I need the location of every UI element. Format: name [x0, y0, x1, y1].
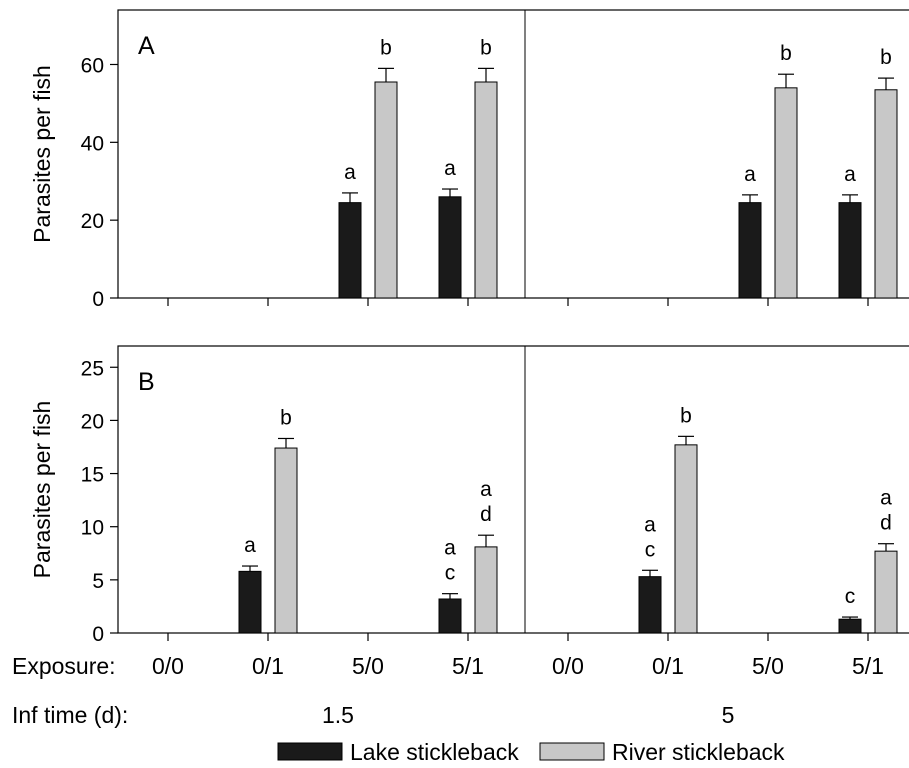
exposure-category-label: 5/1	[452, 653, 484, 679]
bar	[438, 598, 462, 634]
significance-letter: a	[444, 537, 456, 560]
bar	[274, 447, 298, 634]
bar	[474, 546, 498, 634]
y-tick-label: 20	[81, 410, 104, 433]
bar	[374, 81, 398, 299]
bar	[774, 87, 798, 299]
exposure-category-label: 5/1	[852, 653, 884, 679]
significance-letter: b	[880, 46, 892, 69]
bar	[438, 196, 462, 299]
significance-letter: a	[844, 163, 856, 186]
y-axis-label: Parasites per fish	[29, 401, 55, 579]
exposure-label: Exposure:	[12, 653, 116, 679]
exposure-category-label: 0/0	[152, 653, 184, 679]
y-tick-label: 25	[81, 357, 104, 380]
legend-swatch-river	[539, 742, 605, 761]
y-tick-label: 15	[81, 464, 104, 487]
exposure-row: 0/0 0/1 5/0 5/1 0/0 0/1 5/0 5/1	[152, 653, 884, 679]
bar	[874, 89, 898, 299]
significance-letter: b	[680, 404, 692, 427]
exposure-category-label: 5/0	[352, 653, 384, 679]
inf-time-value-2: 5	[722, 702, 735, 728]
legend-label-river: River stickleback	[612, 739, 785, 765]
y-tick-label: 10	[81, 517, 104, 540]
significance-letter: c	[445, 562, 456, 585]
legend: Lake stickleback River stickleback	[277, 739, 785, 765]
bar	[838, 618, 862, 634]
inf-time-value-1: 1.5	[322, 702, 354, 728]
significance-letter: c	[845, 585, 856, 608]
plot-frame	[117, 345, 909, 634]
significance-letter: a	[480, 478, 492, 501]
exposure-category-label: 5/0	[752, 653, 784, 679]
y-tick-label: 60	[81, 54, 104, 77]
bar	[738, 202, 762, 299]
significance-letter: a	[644, 513, 656, 536]
exposure-category-label: 0/1	[652, 653, 684, 679]
significance-letter: b	[280, 406, 292, 429]
inf-time-label: Inf time (d):	[12, 702, 128, 728]
y-tick-label: 5	[92, 570, 104, 593]
y-tick-label: 20	[81, 210, 104, 233]
legend-swatch-lake	[277, 742, 343, 761]
exposure-category-label: 0/0	[552, 653, 584, 679]
legend-label-lake: Lake stickleback	[350, 739, 519, 765]
significance-letter: d	[880, 512, 892, 535]
bar	[874, 550, 898, 634]
significance-letter: a	[244, 534, 256, 557]
significance-letter: b	[480, 36, 492, 59]
significance-letter: a	[344, 161, 356, 184]
significance-letter: b	[380, 36, 392, 59]
significance-letter: a	[444, 157, 456, 180]
bar	[338, 202, 362, 299]
significance-letter: a	[744, 163, 756, 186]
bar	[238, 570, 262, 634]
significance-letter: c	[645, 538, 656, 561]
panels: A 0 20 40 60 Parasites per fish a a a a b b b b B 0 5 10 1…	[29, 9, 909, 646]
panel-label: B	[138, 368, 155, 396]
bar	[474, 81, 498, 299]
panel-label: A	[138, 32, 155, 60]
significance-letter: a	[880, 487, 892, 510]
y-tick-label: 40	[81, 132, 104, 155]
bar	[638, 576, 662, 634]
y-axis-label: Parasites per fish	[29, 65, 55, 243]
significance-letter: b	[780, 42, 792, 65]
significance-letter: d	[480, 503, 492, 526]
bar	[838, 202, 862, 299]
panel-a: A 0 20 40 60 Parasites per fish a a a a b b b b	[29, 9, 909, 311]
y-tick-label: 0	[92, 623, 104, 646]
plot-frame	[117, 9, 909, 299]
y-tick-label: 0	[92, 288, 104, 311]
bar	[674, 444, 698, 634]
exposure-category-label: 0/1	[252, 653, 284, 679]
